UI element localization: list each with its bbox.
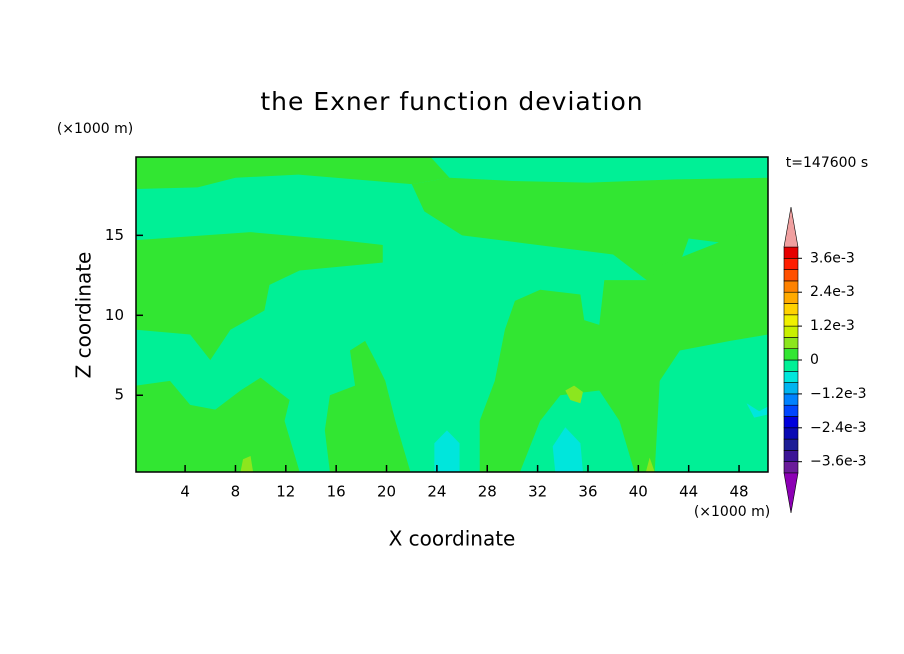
contour-region [479, 225, 768, 472]
time-label: t=147600 s [786, 155, 868, 171]
colorbar-band [783, 314, 799, 327]
colorbar-band [783, 269, 799, 282]
x-tick-label: 16 [327, 483, 346, 501]
y-unit: (×1000 m) [57, 121, 133, 137]
colorbar-band [783, 438, 799, 451]
x-tick-label: 44 [679, 483, 698, 501]
colorbar-band [783, 370, 799, 383]
contour-region [552, 427, 583, 472]
x-tick-label: 32 [528, 483, 547, 501]
colorbar-band [783, 427, 799, 440]
x-tick-label: 40 [629, 483, 648, 501]
y-tick-label: 5 [114, 386, 124, 404]
colorbar-band [783, 348, 799, 361]
colorbar-band [783, 461, 799, 474]
x-tick-label: 20 [377, 483, 396, 501]
colorbar-band [783, 303, 799, 316]
y-tick-label: 10 [105, 306, 124, 324]
colorbar-band [783, 450, 799, 462]
contour-region [136, 157, 450, 189]
colorbar-band [783, 325, 799, 338]
contour-region [324, 340, 411, 472]
colorbar-band [783, 393, 799, 406]
contour-region [746, 403, 768, 418]
contour-region [240, 456, 254, 472]
colorbar-band [783, 416, 799, 429]
chart-title: the Exner function deviation [260, 87, 643, 116]
x-tick-label: 24 [427, 483, 446, 501]
colorbar-tick-label: 2.4e-3 [810, 284, 855, 300]
contour-region [136, 377, 300, 472]
contour-region [645, 457, 655, 472]
colorbar-tick-label: 0 [810, 352, 819, 368]
colorbar-band [783, 280, 799, 293]
y-tick-label: 15 [105, 226, 124, 244]
colorbar-tick-label: −2.4e-3 [810, 420, 867, 436]
colorbar-band [783, 246, 799, 259]
colorbar-band [783, 291, 799, 304]
colorbar-band [783, 337, 799, 349]
colorbar-band [783, 382, 799, 395]
colorbar-tick-label: 3.6e-3 [810, 250, 855, 266]
x-unit: (×1000 m) [694, 504, 770, 520]
colorbar-band [783, 359, 799, 372]
colorbar-band [783, 404, 799, 417]
x-tick-label: 8 [231, 483, 241, 501]
x-tick-label: 36 [578, 483, 597, 501]
colorbar-over [783, 206, 799, 248]
contour-region [565, 385, 583, 404]
x-tick-label: 4 [180, 483, 190, 501]
y-axis-label: Z coordinate [72, 252, 96, 379]
contour-region [136, 232, 383, 361]
colorbar-tick-label: −3.6e-3 [810, 454, 867, 470]
colorbar-tick-label: 1.2e-3 [810, 318, 855, 334]
x-tick-label: 12 [276, 483, 295, 501]
x-axis-label: X coordinate [389, 527, 516, 551]
x-tick-label: 28 [478, 483, 497, 501]
colorbar-band [783, 257, 799, 270]
colorbar-tick-label: −1.2e-3 [810, 386, 867, 402]
x-tick-label: 48 [729, 483, 748, 501]
contour-region [434, 430, 460, 472]
colorbar-under [783, 472, 799, 514]
plot-frame [135, 156, 769, 473]
